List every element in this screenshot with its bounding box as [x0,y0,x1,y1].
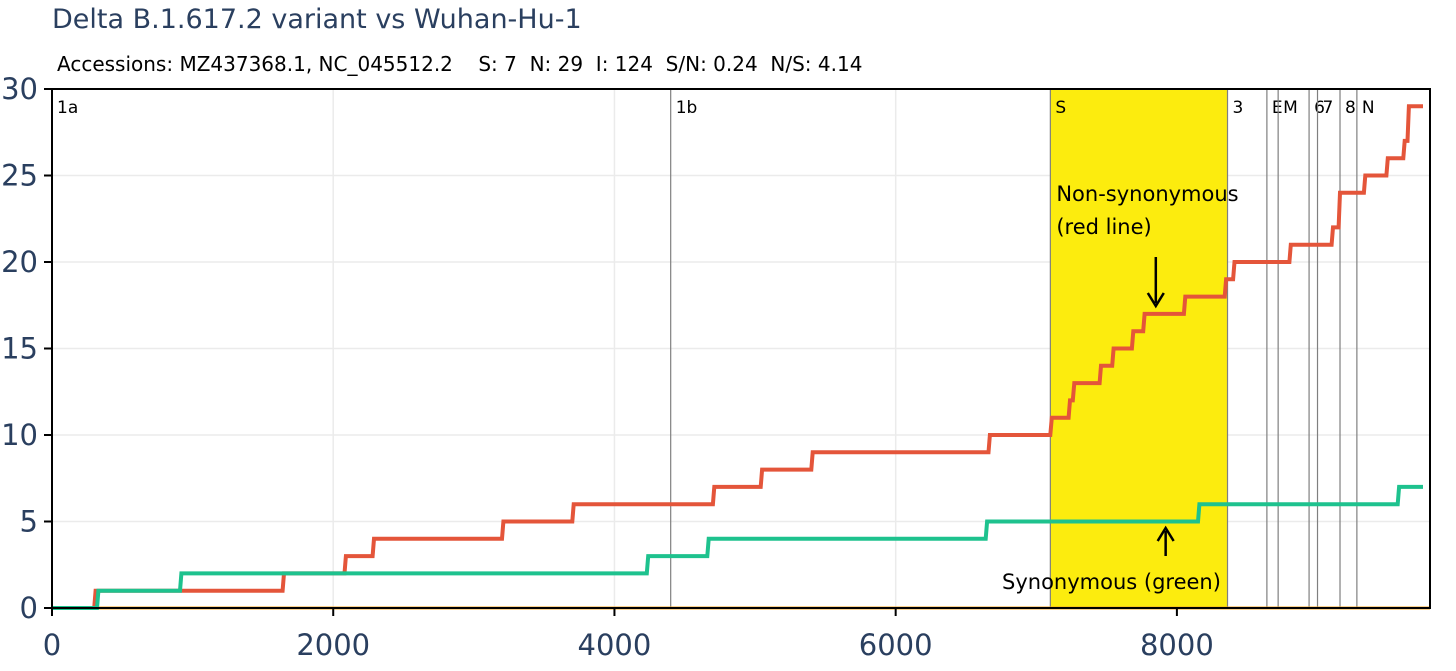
syn-series-line [52,484,1423,610]
chart-title: Delta B.1.617.2 variant vs Wuhan-Hu-1 [52,4,582,35]
nonsyn-annotation-line2: (red line) [1056,215,1151,239]
arrow-up-icon [1156,525,1175,542]
gene-label: S [1055,98,1066,118]
nonsyn-series-line [52,104,1423,610]
gene-label: 1a [57,98,78,118]
x-tick-label: 0 [43,628,61,662]
y-tick-label: 15 [1,332,38,366]
x-tick-label: 8000 [1140,628,1214,662]
gene-label: 7 [1323,98,1334,118]
chart-subtitle: Accessions: MZ437368.1, NC_045512.2 S: 7… [57,52,863,76]
highlight-layer [1050,89,1228,608]
y-tick-label: 10 [1,418,38,452]
arrow-down-icon [1146,292,1165,309]
y-tick-label: 30 [1,72,38,106]
gene-label: 1b [676,98,698,118]
x-tick-label: 6000 [859,628,933,662]
spike-region-highlight [1050,89,1228,608]
y-tick-label: 0 [20,591,38,625]
y-tick-label: 25 [1,159,38,193]
gene-label: 6 [1314,98,1325,118]
gene-label: N [1362,98,1375,118]
y-tick-label: 20 [1,245,38,279]
gene-label: E [1272,98,1283,118]
syn-annotation: Synonymous (green) [1002,570,1221,594]
gene-label: 8 [1345,98,1356,118]
nonsyn-annotation-line1: Non-synonymous [1056,182,1238,206]
axis-layer: 0 5 10 15 20 25 30 0 2000 4000 6000 8000 [1,72,1431,662]
gene-label: 3 [1233,98,1244,118]
gene-label: M [1283,98,1298,118]
y-tick-label: 5 [20,505,38,539]
gene-boundary-layer: 1a 1b S 3 E M 67 8 N [57,89,1375,608]
x-tick-label: 4000 [578,628,652,662]
annotation-layer: Non-synonymous (red line) Synonymous (gree… [1002,182,1239,594]
x-tick-label: 2000 [296,628,370,662]
